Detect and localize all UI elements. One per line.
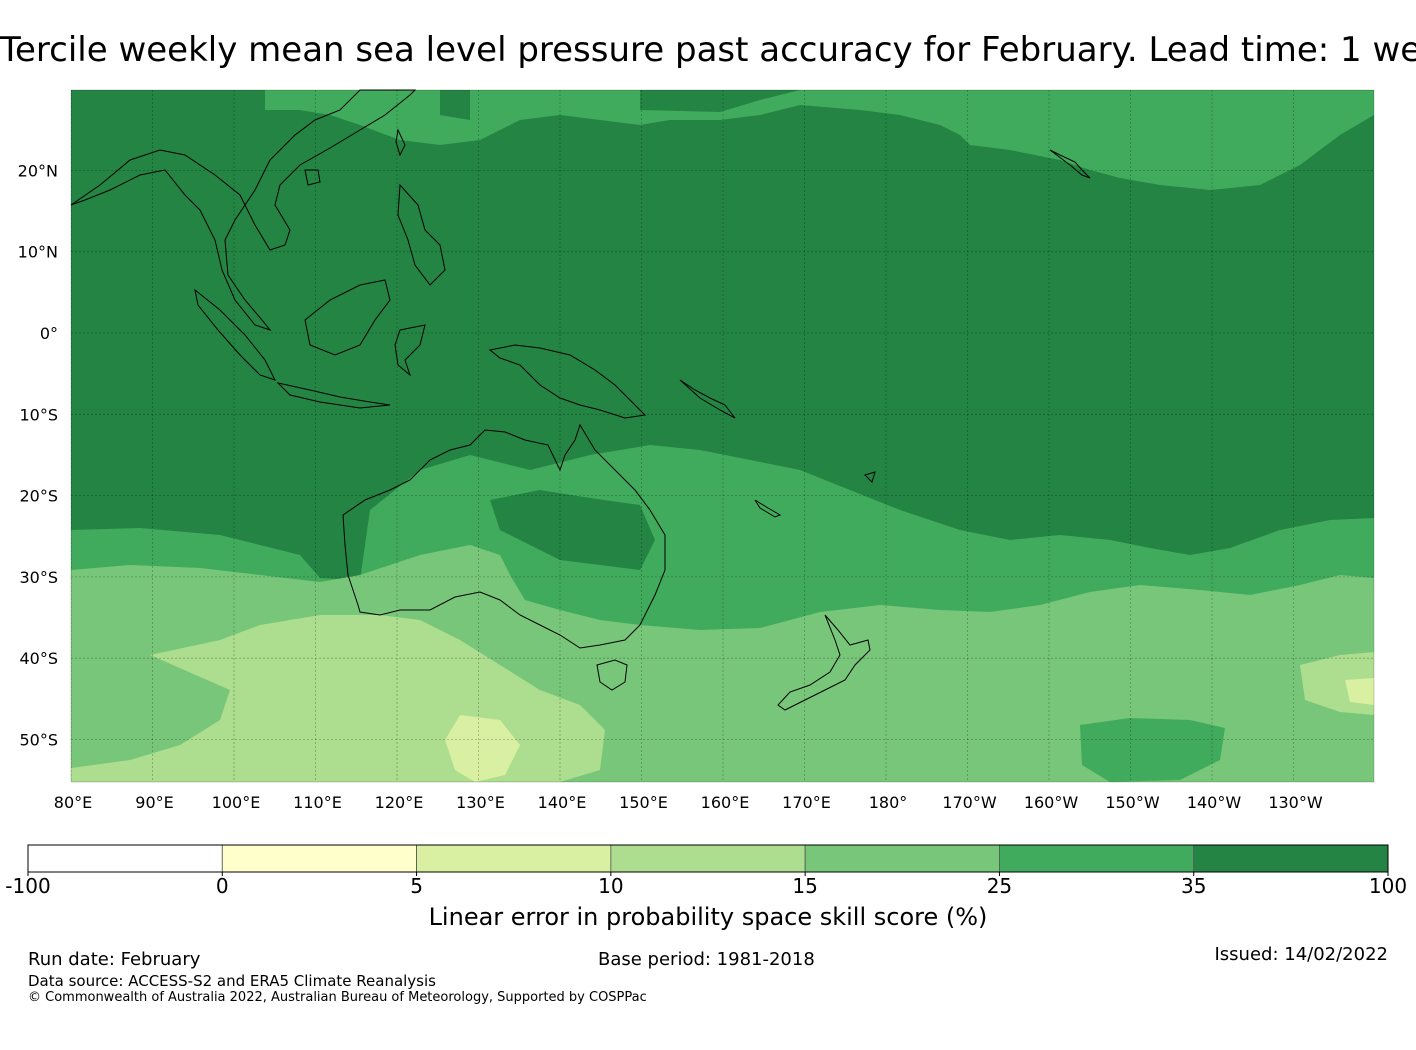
colorbar-tick-label: 10 bbox=[598, 874, 623, 898]
lat-label: 20°N bbox=[18, 161, 58, 180]
issued-date: Issued: 14/02/2022 bbox=[1214, 944, 1388, 965]
lon-label: 170°E bbox=[782, 793, 831, 812]
latitude-labels: 20°N 10°N 0° 10°S 20°S 30°S 40°S 50°S bbox=[18, 161, 58, 749]
coast-solomon bbox=[679, 379, 736, 419]
lon-label: 150°E bbox=[619, 793, 668, 812]
lon-label: 170°W bbox=[942, 793, 997, 812]
coast-philippines bbox=[397, 183, 446, 286]
lat-label: 20°S bbox=[19, 487, 58, 506]
lon-label: 180° bbox=[869, 793, 908, 812]
base-period: Base period: 1981-2018 bbox=[598, 949, 815, 970]
lon-label: 130°W bbox=[1268, 793, 1323, 812]
data-source: Data source: ACCESS-S2 and ERA5 Climate … bbox=[28, 972, 436, 990]
colorbar-swatch bbox=[804, 844, 1000, 873]
colorbar-label: Linear error in probability space skill … bbox=[428, 903, 988, 931]
colorbar-tick-label: 100 bbox=[1369, 874, 1407, 898]
colorbar-swatch bbox=[999, 844, 1195, 873]
coast-tasmania bbox=[596, 659, 628, 691]
region-patch-low-2 bbox=[1345, 678, 1374, 705]
colorbar-swatch bbox=[1193, 844, 1389, 873]
coast-sulawesi bbox=[394, 324, 426, 377]
lon-label: 80°E bbox=[54, 793, 92, 812]
region-southeast-patch bbox=[1080, 718, 1225, 782]
lat-label: 10°N bbox=[18, 243, 58, 262]
colorbar-frame bbox=[27, 844, 1389, 873]
lon-label: 140°W bbox=[1187, 793, 1242, 812]
coast-java bbox=[276, 382, 391, 409]
coast-borneo bbox=[304, 279, 391, 356]
colorbar-tick-label: -100 bbox=[5, 874, 50, 898]
colorbar-swatch bbox=[610, 844, 806, 873]
colorbar: -100 0 5 10 15 25 35 100 bbox=[5, 844, 1407, 898]
coastlines bbox=[70, 89, 1091, 711]
lon-label: 150°W bbox=[1105, 793, 1160, 812]
lat-label: 10°S bbox=[19, 405, 58, 424]
colorbar-swatch bbox=[221, 844, 417, 873]
run-date: Run date: February bbox=[28, 949, 201, 970]
lon-label: 160°E bbox=[701, 793, 750, 812]
lon-label: 160°W bbox=[1024, 793, 1079, 812]
coast-new-zealand bbox=[777, 614, 871, 711]
colorbar-tick-label: 15 bbox=[792, 874, 817, 898]
lat-label: 0° bbox=[40, 324, 58, 343]
colorbar-tick-label: 35 bbox=[1181, 874, 1206, 898]
lon-label: 130°E bbox=[456, 793, 505, 812]
coast-taiwan bbox=[395, 128, 406, 157]
lat-label: 30°S bbox=[19, 568, 58, 587]
coast-australia bbox=[342, 423, 666, 649]
lat-label: 40°S bbox=[19, 649, 58, 668]
gridlines bbox=[71, 90, 1374, 782]
coast-sumatra bbox=[194, 288, 276, 381]
coast-hainan bbox=[304, 169, 321, 186]
coast-new-guinea bbox=[488, 344, 647, 419]
lon-label: 120°E bbox=[375, 793, 424, 812]
map-frame bbox=[70, 89, 1375, 783]
lon-label: 140°E bbox=[538, 793, 587, 812]
colorbar-swatch bbox=[27, 844, 223, 873]
colorbar-swatch bbox=[416, 844, 612, 873]
coast-indochina bbox=[70, 89, 417, 332]
lon-label: 110°E bbox=[293, 793, 342, 812]
coast-fiji bbox=[864, 471, 876, 483]
lon-label: 90°E bbox=[135, 793, 173, 812]
colorbar-tick-label: 25 bbox=[987, 874, 1012, 898]
region-patch-low-1 bbox=[445, 715, 520, 782]
region-north-pacific bbox=[265, 90, 1374, 190]
colorbar-tick-label: 5 bbox=[410, 874, 423, 898]
coast-hawaii bbox=[1049, 149, 1091, 179]
skill-field bbox=[71, 90, 1374, 782]
longitude-labels: 80°E 90°E 100°E 110°E 120°E 130°E 140°E 150°E 16… bbox=[54, 793, 1323, 812]
colorbar-tick-label: 0 bbox=[216, 874, 229, 898]
coast-new-caledonia bbox=[754, 499, 782, 518]
lon-label: 100°E bbox=[212, 793, 261, 812]
copyright: © Commonwealth of Australia 2022, Austra… bbox=[28, 990, 647, 1005]
chart-title: Tercile weekly mean sea level pressure p… bbox=[0, 30, 1416, 70]
region-central-australia bbox=[490, 490, 655, 570]
lat-label: 50°S bbox=[19, 731, 58, 750]
